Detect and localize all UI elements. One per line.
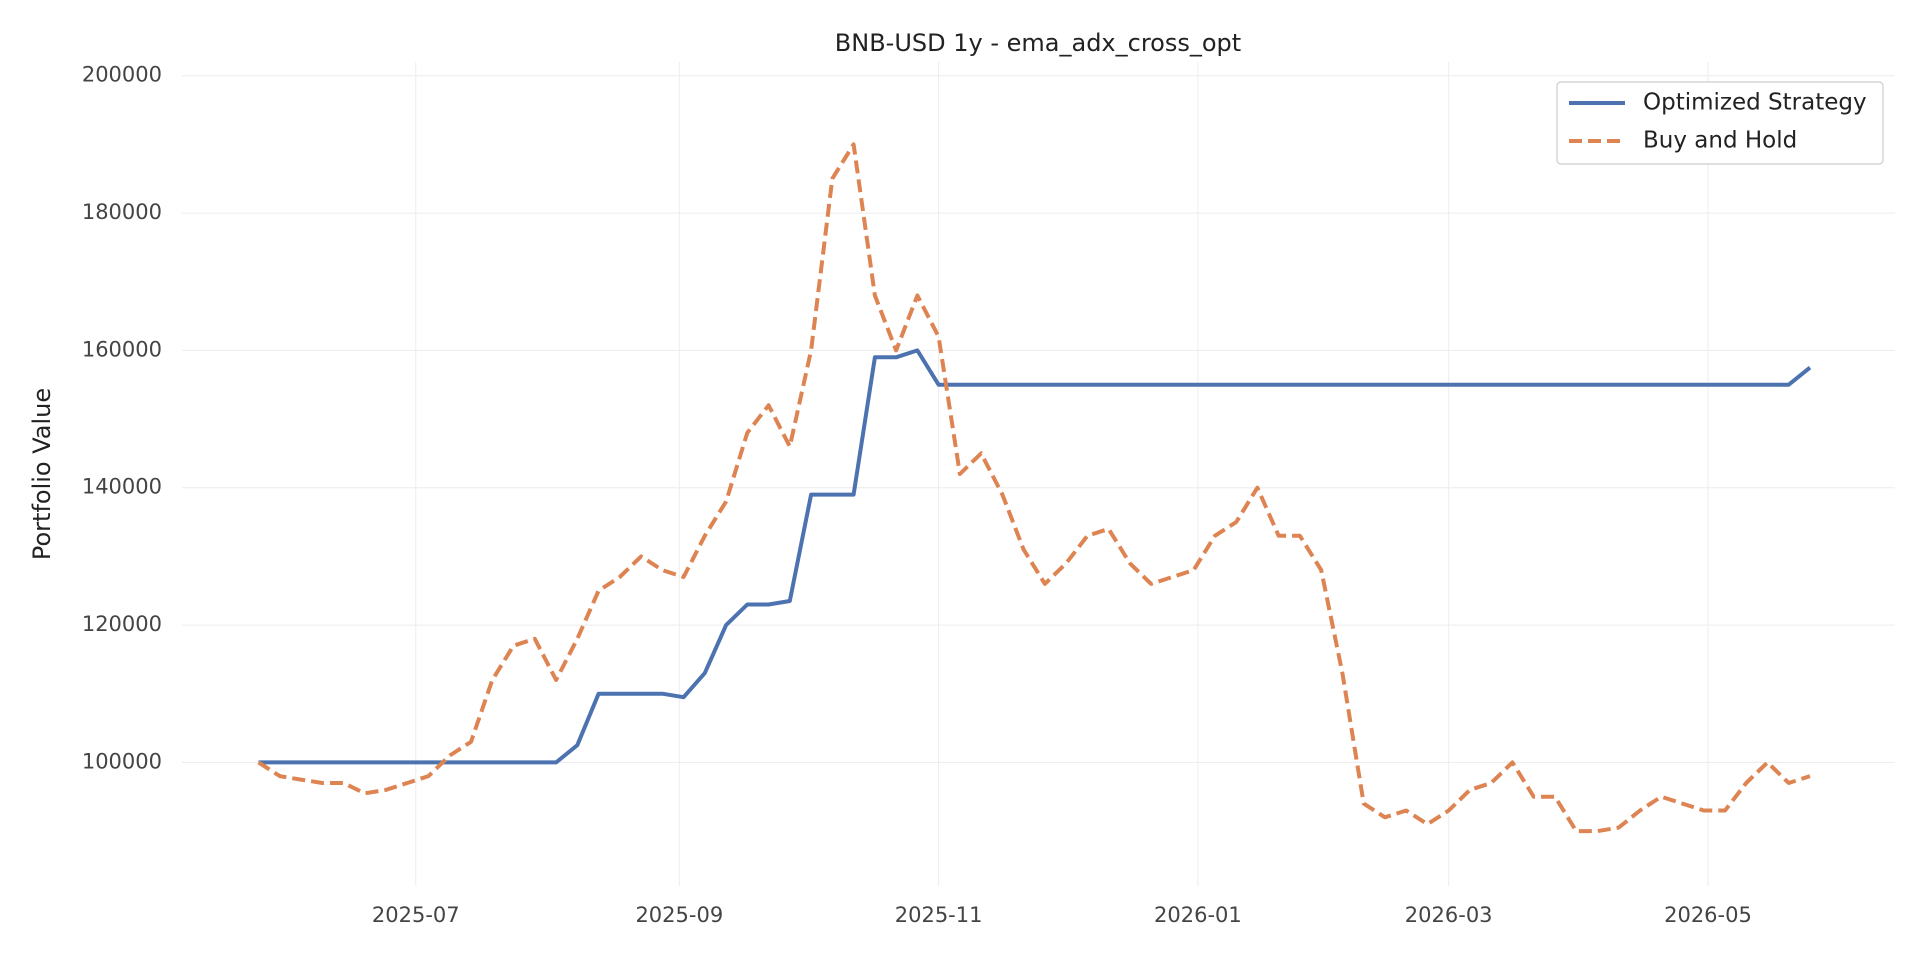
legend-box: [1556, 81, 1884, 165]
chart-title: BNB-USD 1y - ema_adx_cross_opt: [835, 29, 1241, 57]
series-line: [257, 142, 1811, 834]
legend: Optimized Strategy Buy and Hold: [1556, 81, 1884, 165]
y-tick-label: 200000: [82, 63, 162, 87]
x-tick-label: 2026-03: [1405, 903, 1493, 927]
y-tick-label: 100000: [82, 749, 162, 773]
y-tick-label: 120000: [82, 612, 162, 636]
x-tick-label: 2025-11: [895, 903, 983, 927]
y-tick-label: 160000: [82, 337, 162, 361]
x-tick-label: 2025-09: [635, 903, 723, 927]
x-tick-label: 2026-05: [1664, 903, 1752, 927]
x-tick-label: 2026-01: [1154, 903, 1242, 927]
legend-label: Optimized Strategy: [1643, 90, 1867, 116]
y-axis-label: Portfolio Value: [28, 388, 56, 560]
legend-label: Buy and Hold: [1643, 128, 1797, 154]
y-tick-label: 140000: [82, 475, 162, 499]
y-tick-label: 180000: [82, 200, 162, 224]
x-tick-label: 2025-07: [372, 903, 460, 927]
series-line: [258, 348, 1812, 765]
